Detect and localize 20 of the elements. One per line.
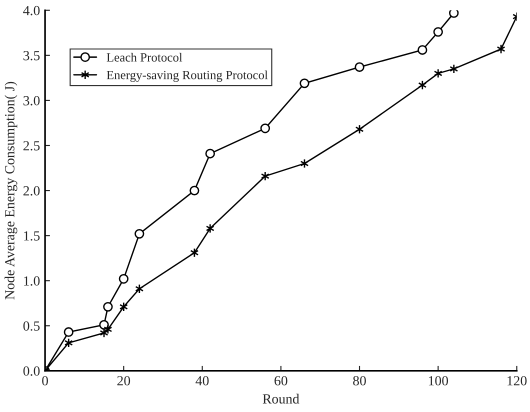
y-tick-label: 3.0 [23, 96, 40, 106]
y-tick-label: 1.5 [24, 231, 40, 241]
y-axis-title: Node Average Energy Consumption( J) [4, 82, 18, 300]
y-tick-label: 2.5 [23, 141, 40, 151]
x-tick-label: 0 [42, 376, 48, 386]
y-tick-label: 0.5 [23, 321, 40, 331]
y-tick-label: 4.0 [23, 6, 40, 16]
x-tick-label: 100 [428, 376, 448, 386]
y-tick-label: 2.0 [23, 186, 40, 196]
legend-label: Energy-saving Routing Protocol [106, 70, 268, 82]
x-tick-label: 20 [117, 376, 130, 386]
legend-label: Leach Protocol [106, 52, 182, 62]
x-tick-label: 60 [274, 376, 288, 386]
x-tick-label: 120 [508, 376, 527, 386]
y-tick-label: 3.5 [23, 50, 40, 60]
y-tick-label: 1.0 [24, 276, 40, 286]
y-tick-label: 0.0 [23, 366, 40, 376]
x-tick-label: 40 [196, 376, 209, 386]
x-axis-title: Round [262, 394, 300, 404]
x-tick-label: 80 [353, 376, 366, 386]
